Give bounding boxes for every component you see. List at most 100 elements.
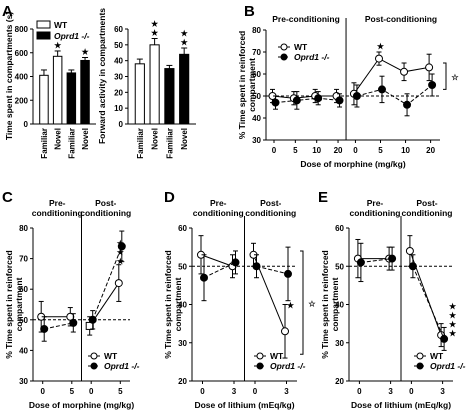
y-tick-label: 40 (178, 301, 187, 310)
data-point (425, 63, 434, 72)
legend-marker (256, 352, 264, 360)
y-tick-label: 50 (178, 262, 187, 271)
x-tick-label: Familiar (165, 128, 174, 159)
x-tick-label: Novel (81, 128, 90, 150)
y-tick-label: 60 (114, 25, 123, 34)
data-point (88, 315, 97, 324)
significance-star: ★ (54, 41, 62, 50)
y-tick-label: 30 (19, 377, 28, 386)
data-point (403, 100, 412, 109)
x-axis-title: Dose of lithium (mEq/kg) (194, 400, 294, 410)
legend-label: Oprd1 -/- (294, 52, 330, 62)
data-point (374, 54, 383, 63)
bar (52, 55, 63, 125)
x-tick-label: 5 (293, 146, 298, 155)
legend-label: Oprd1 -/- (270, 361, 306, 371)
y-tick-label: 30 (114, 73, 123, 82)
y-tick-label: 40 (335, 301, 344, 310)
legend-label: Oprd1 -/- (54, 31, 90, 41)
y-tick-label: 20 (114, 88, 123, 97)
significance-star: ★ (449, 320, 457, 329)
x-tick-label: 5 (70, 387, 75, 396)
legend-label: Oprd1 -/- (104, 361, 140, 371)
y-tick-label: 30 (252, 136, 261, 145)
bar (179, 53, 190, 125)
x-tick-label: Familiar (40, 128, 49, 159)
y-tick-label: 60 (178, 224, 187, 233)
panel-letter: B (244, 3, 255, 20)
bar (164, 68, 175, 125)
phase-label: Post- (95, 198, 116, 208)
x-tick-label: Familiar (67, 128, 76, 159)
x-tick-label: 0 (353, 146, 358, 155)
x-tick-label: 0 (40, 387, 45, 396)
significance-star: ★ (151, 20, 159, 29)
data-point (117, 242, 126, 251)
significance-star: ★ (81, 48, 89, 57)
significance-bracket (443, 62, 447, 90)
legend-swatch (36, 31, 51, 40)
legend-marker (416, 352, 424, 360)
bar (80, 59, 90, 125)
x-tick-label: 3 (284, 387, 289, 396)
y-axis-title: % Time spent in reinforcedcompartment (4, 250, 24, 358)
data-point (377, 85, 386, 94)
legend-marker (256, 362, 264, 370)
significance-star: ★ (181, 38, 189, 47)
x-tick-label: 5 (118, 387, 123, 396)
data-point (352, 92, 361, 100)
significance-star: ☆ (308, 300, 316, 309)
series-line (92, 246, 123, 320)
legend-marker (280, 43, 288, 51)
y-tick-label: 40 (252, 114, 261, 123)
phase-label: conditioning (32, 208, 83, 218)
y-tick-label: 70 (252, 48, 261, 57)
legend-label: WT (270, 351, 284, 361)
data-point (408, 262, 417, 271)
series-line (353, 57, 430, 95)
data-point (200, 273, 208, 282)
y-tick-label: 400 (15, 73, 29, 82)
x-tick-label: 5 (378, 146, 383, 155)
phase-label: Pre-conditioning (272, 14, 340, 24)
data-point (428, 81, 437, 89)
data-point (388, 254, 397, 263)
series-line (44, 322, 74, 330)
panel-letter: A (2, 3, 13, 20)
legend-label: WT (294, 42, 308, 52)
data-point (292, 96, 301, 105)
data-point (400, 67, 409, 76)
significance-star: ★ (449, 329, 457, 338)
y-tick-label: 30 (335, 339, 344, 348)
x-tick-label: 0 (253, 387, 258, 396)
data-point (252, 262, 261, 271)
y-tick-label: 60 (19, 285, 28, 294)
phase-label: Pre- (367, 198, 384, 208)
x-tick-label: 3 (232, 387, 237, 396)
y-tick-label: 0 (119, 120, 124, 129)
bar (134, 63, 145, 125)
series-line (360, 258, 393, 263)
legend-label: WT (54, 20, 68, 30)
legend-marker (90, 352, 98, 360)
data-point (335, 96, 344, 105)
y-tick-label: 20 (178, 377, 187, 386)
y-tick-label: 30 (178, 339, 187, 348)
x-tick-label: 0 (200, 387, 205, 396)
significance-star: ☆ (451, 73, 459, 82)
phase-label: Post- (260, 198, 281, 208)
data-point (405, 246, 414, 255)
significance-star: ★ (117, 239, 125, 248)
data-point (281, 327, 289, 336)
phase-label: conditioning (350, 208, 401, 218)
series-line (200, 254, 233, 267)
legend-marker (280, 53, 288, 61)
y-tick-label: 40 (19, 346, 28, 355)
data-point (284, 269, 292, 278)
x-tick-label: 10 (312, 146, 321, 155)
significance-star: ★ (151, 29, 159, 38)
data-point (356, 258, 365, 267)
data-point (314, 94, 323, 103)
phase-label: Post- (416, 198, 437, 208)
